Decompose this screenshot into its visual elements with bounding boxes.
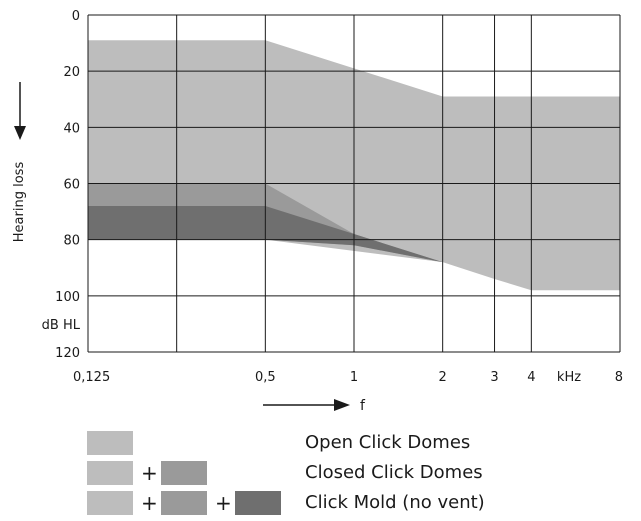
legend-swatch-dark [235,491,281,515]
x-tick-label: 1 [350,370,358,385]
legend-swatch-light [87,461,133,485]
chart-grid [87,14,621,353]
x-axis-arrow [263,399,350,411]
legend-swatch-light [87,491,133,515]
legend-plus: + [215,491,232,515]
x-tick-label: 4 [527,370,535,385]
legend-label: Closed Click Domes [305,462,483,483]
y-axis-ticks: 0 20 40 60 80 100 120 [55,9,80,361]
legend-swatch-light [87,431,133,455]
x-tick-label: 0,5 [255,370,276,385]
y-axis-arrow [14,82,26,140]
legend-label: Click Mold (no vent) [305,492,485,513]
y-tick-label: 100 [55,290,80,305]
legend-swatch-medium [161,491,207,515]
x-unit-label: kHz [557,370,581,385]
x-tick-label: 3 [490,370,498,385]
x-tick-label: 8 [615,370,623,385]
x-tick-label: 0,125 [73,370,110,385]
y-tick-label: 80 [63,234,80,249]
y-tick-label: 120 [55,346,80,361]
y-tick-label: 0 [72,9,80,24]
legend-plus: + [141,461,158,485]
legend-swatch-medium [161,461,207,485]
x-tick-label: 2 [439,370,447,385]
y-tick-label: 40 [63,121,80,136]
y-tick-label: 20 [63,65,80,80]
y-tick-label: 60 [63,178,80,193]
x-arrow-label: f [360,398,366,414]
legend-plus: + [141,491,158,515]
legend-label: Open Click Domes [305,432,471,453]
x-axis-ticks: 0,125 0,5 1 2 3 4 8 [73,370,623,385]
y-unit-label: dB HL [42,318,81,333]
y-axis-label: Hearing loss [12,162,27,243]
